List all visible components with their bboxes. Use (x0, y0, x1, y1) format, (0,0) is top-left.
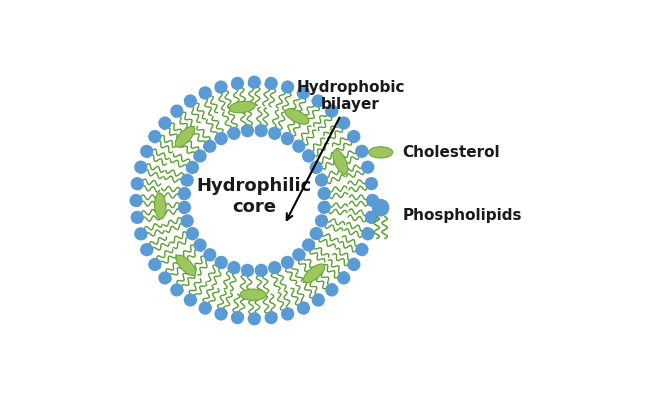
Circle shape (310, 227, 323, 240)
Ellipse shape (229, 101, 255, 113)
Circle shape (183, 294, 197, 307)
Circle shape (317, 201, 331, 214)
Circle shape (180, 174, 194, 187)
Ellipse shape (304, 264, 325, 283)
Circle shape (293, 140, 306, 153)
Circle shape (203, 248, 216, 261)
Circle shape (135, 160, 148, 174)
Circle shape (135, 227, 148, 241)
Circle shape (297, 302, 310, 315)
Circle shape (241, 264, 254, 277)
Ellipse shape (175, 127, 195, 147)
Circle shape (302, 149, 315, 162)
Circle shape (186, 227, 199, 240)
Circle shape (215, 132, 228, 145)
Ellipse shape (285, 109, 309, 124)
Circle shape (361, 160, 374, 174)
Circle shape (183, 94, 197, 107)
Circle shape (247, 76, 261, 89)
Circle shape (199, 302, 212, 315)
Circle shape (227, 127, 240, 140)
Circle shape (281, 80, 295, 93)
Circle shape (170, 105, 183, 118)
Circle shape (227, 261, 240, 274)
Ellipse shape (333, 150, 348, 174)
Text: Hydrophobic
bilayer: Hydrophobic bilayer (287, 80, 405, 220)
Circle shape (215, 256, 228, 269)
Ellipse shape (240, 289, 266, 300)
Circle shape (361, 227, 374, 241)
Circle shape (365, 211, 378, 224)
Circle shape (231, 77, 244, 90)
Circle shape (311, 94, 325, 107)
Circle shape (281, 308, 295, 321)
Circle shape (170, 283, 183, 296)
Ellipse shape (368, 147, 392, 158)
Circle shape (193, 239, 207, 252)
Circle shape (140, 243, 153, 256)
Circle shape (325, 105, 338, 118)
Circle shape (140, 145, 153, 158)
Circle shape (264, 311, 278, 324)
Circle shape (193, 149, 207, 162)
Circle shape (315, 214, 328, 227)
Circle shape (268, 261, 281, 274)
Circle shape (317, 187, 331, 200)
Text: Cholesterol: Cholesterol (403, 145, 500, 160)
Circle shape (255, 124, 268, 137)
Circle shape (302, 239, 315, 252)
Circle shape (347, 258, 360, 271)
Circle shape (214, 80, 228, 93)
Circle shape (131, 177, 144, 190)
Text: Phospholipids: Phospholipids (403, 208, 522, 223)
Circle shape (214, 308, 228, 321)
Circle shape (337, 116, 351, 130)
Circle shape (365, 177, 378, 190)
Circle shape (186, 161, 199, 174)
Circle shape (297, 86, 310, 99)
Circle shape (310, 161, 323, 174)
Circle shape (268, 127, 281, 140)
Circle shape (231, 311, 244, 324)
Ellipse shape (176, 255, 196, 275)
Circle shape (180, 214, 194, 227)
Circle shape (311, 294, 325, 307)
Circle shape (281, 256, 294, 269)
Circle shape (178, 187, 191, 200)
Circle shape (158, 116, 172, 130)
Circle shape (241, 124, 254, 137)
Circle shape (372, 199, 389, 217)
Circle shape (366, 194, 379, 207)
Circle shape (281, 132, 294, 145)
Circle shape (325, 283, 338, 296)
Circle shape (178, 201, 191, 214)
Circle shape (203, 140, 216, 153)
Circle shape (148, 258, 161, 271)
Circle shape (293, 248, 306, 261)
Text: Hydrophilic
core: Hydrophilic core (197, 177, 312, 216)
Circle shape (199, 86, 212, 99)
Circle shape (247, 312, 261, 326)
Circle shape (131, 211, 144, 224)
Circle shape (255, 264, 268, 277)
Circle shape (337, 271, 351, 285)
Ellipse shape (155, 193, 166, 219)
Circle shape (315, 174, 328, 187)
Circle shape (347, 130, 360, 143)
Circle shape (355, 145, 368, 158)
Circle shape (264, 77, 278, 90)
Circle shape (129, 194, 142, 207)
Circle shape (355, 243, 368, 256)
Circle shape (158, 271, 172, 285)
Circle shape (148, 130, 161, 143)
